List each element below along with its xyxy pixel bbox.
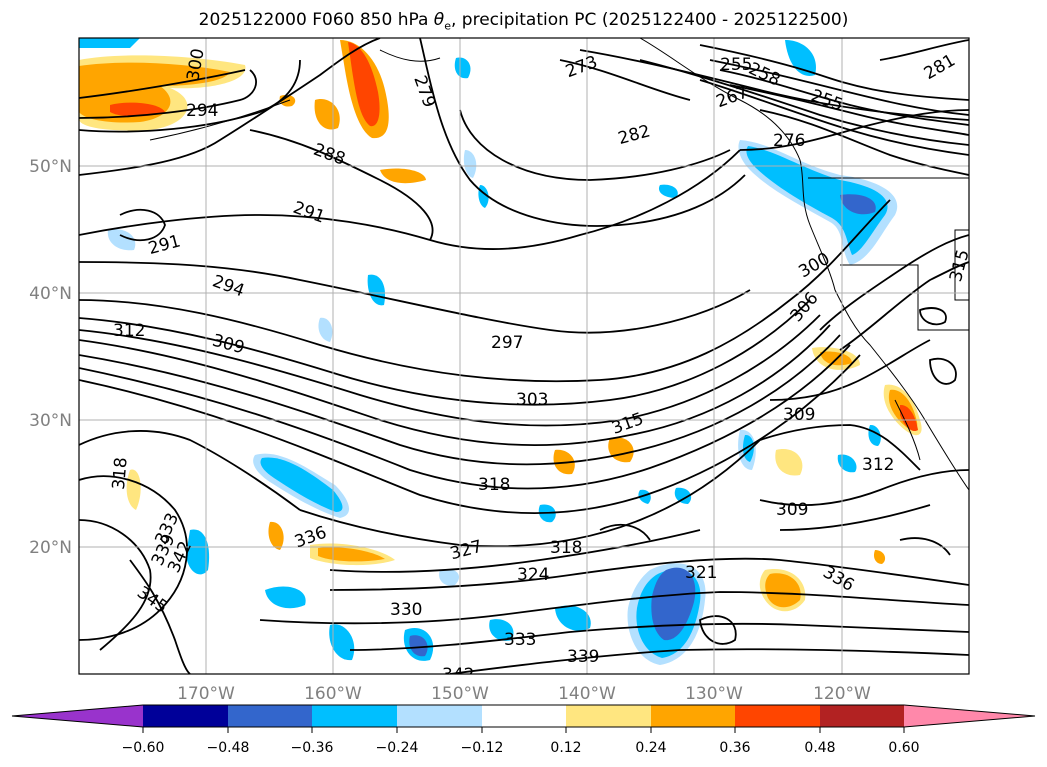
- colorbar-segment: [735, 705, 820, 727]
- contour-label: 318: [109, 456, 132, 490]
- colorbar-segment: [820, 705, 904, 727]
- contour-label: 303: [516, 390, 548, 410]
- precip-shading: [79, 38, 922, 665]
- contour-label: 309: [783, 405, 815, 425]
- lon-label-170w: 170°W: [177, 684, 235, 704]
- latitude-labels: 50°N 40°N 30°N 20°N: [29, 157, 72, 558]
- colorbar: −0.60 −0.48 −0.36 −0.24 −0.12 0.12 0.24 …: [11, 704, 1036, 756]
- colorbar-tick: 0.60: [888, 740, 919, 756]
- graticule: [79, 38, 969, 674]
- colorbar-segment: [143, 705, 228, 727]
- theta-e-contours: [79, 38, 969, 674]
- colorbar-tick: −0.60: [122, 740, 165, 756]
- contour-label: 321: [685, 563, 717, 583]
- map-title: 2025122000 F060 850 hPa θe, precipitatio…: [198, 10, 849, 33]
- colorbar-segment: [312, 705, 397, 727]
- contour-label: 312: [862, 455, 894, 475]
- lat-label-20n: 20°N: [29, 538, 72, 558]
- longitude-labels: 170°W 160°W 150°W 140°W 130°W 120°W: [177, 684, 871, 704]
- contour-label: 339: [567, 647, 599, 667]
- colorbar-tick: 0.48: [804, 740, 835, 756]
- colorbar-extend-min: [12, 705, 143, 727]
- contour-label: 309: [776, 500, 808, 520]
- lon-label-130w: 130°W: [685, 684, 743, 704]
- contour-label: 315: [946, 247, 974, 284]
- colorbar-tick: 0.12: [550, 740, 581, 756]
- colorbar-tick: −0.48: [207, 740, 250, 756]
- contour-label: 255: [720, 55, 752, 75]
- colorbar-segment: [482, 705, 566, 727]
- lon-label-160w: 160°W: [304, 684, 362, 704]
- contour-label: 330: [390, 600, 422, 620]
- colorbar-extend-max: [904, 705, 1035, 727]
- contour-labels: 300 294 288 291 291 294 312 309 297 303 …: [109, 47, 974, 685]
- map-frame: [78, 37, 970, 675]
- colorbar-tick: 0.24: [635, 740, 666, 756]
- contour-label: 342: [442, 665, 474, 685]
- colorbar-segment: [651, 705, 735, 727]
- lat-label-30n: 30°N: [29, 411, 72, 431]
- contour-label: 276: [773, 131, 805, 151]
- contour-label: 294: [186, 101, 218, 121]
- contour-label: 318: [550, 538, 582, 558]
- contour-label: 318: [478, 475, 510, 495]
- colorbar-segment: [397, 705, 482, 727]
- lon-label-150w: 150°W: [431, 684, 489, 704]
- lon-label-120w: 120°W: [813, 684, 871, 704]
- colorbar-tick: −0.12: [461, 740, 504, 756]
- contour-label: 324: [517, 565, 549, 585]
- colorbar-tick: −0.36: [291, 740, 334, 756]
- contour-label: 333: [504, 630, 536, 650]
- coastlines: [149, 38, 969, 491]
- lon-label-140w: 140°W: [558, 684, 616, 704]
- map-panel: 300 294 288 291 291 294 312 309 297 303 …: [79, 38, 974, 685]
- contour-label: 312: [113, 321, 145, 341]
- lat-label-50n: 50°N: [29, 157, 72, 177]
- colorbar-segment: [228, 705, 312, 727]
- colorbar-tick: −0.24: [376, 740, 419, 756]
- colorbar-segment: [566, 705, 651, 727]
- contour-label: 297: [491, 333, 523, 353]
- lat-label-40n: 40°N: [29, 284, 72, 304]
- colorbar-tick: 0.36: [719, 740, 750, 756]
